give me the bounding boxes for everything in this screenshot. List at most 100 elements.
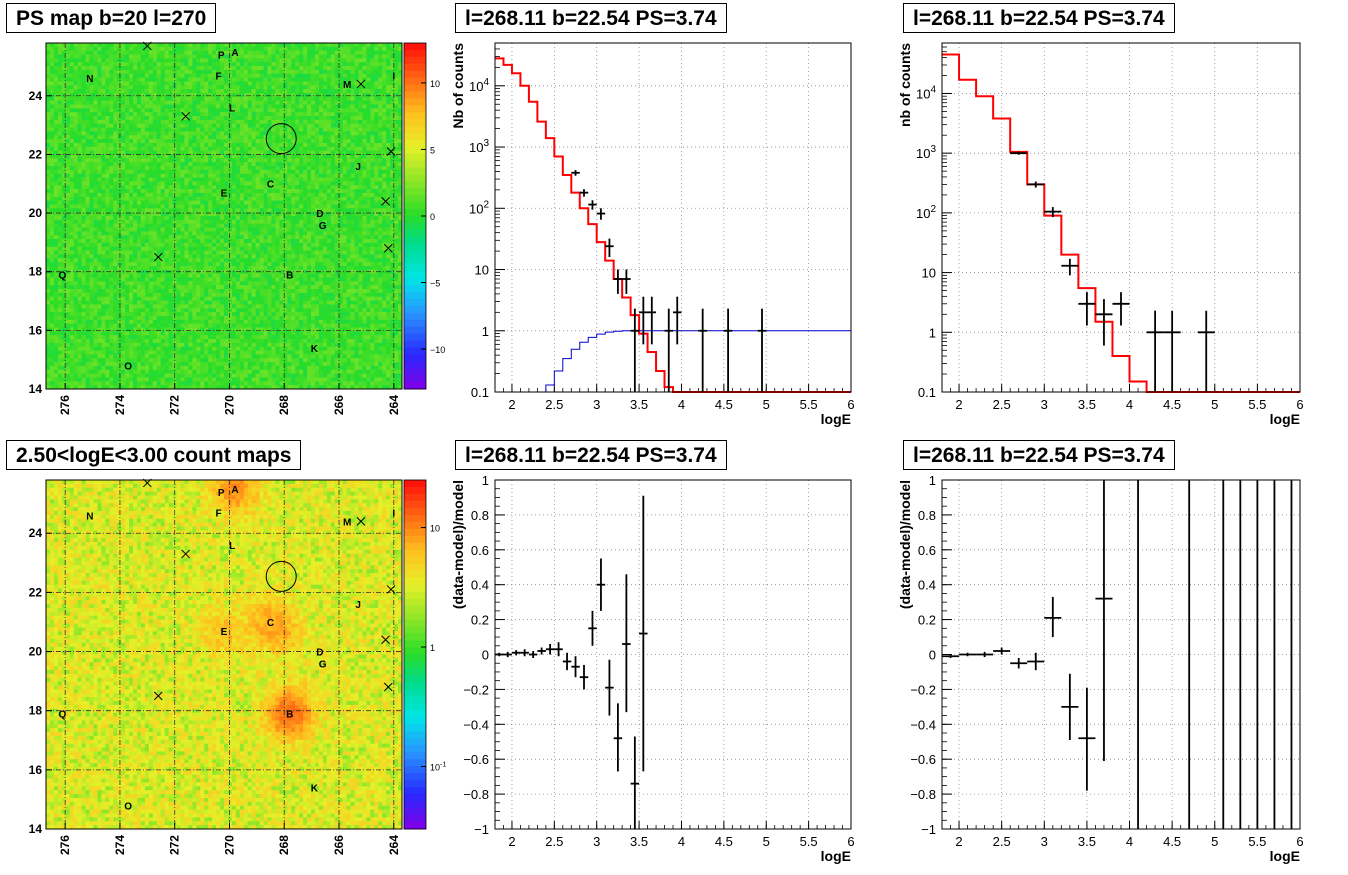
heat-cell [208,89,213,94]
heat-cell [386,50,391,55]
heat-cell [398,246,403,251]
heat-cell [342,123,348,128]
heat-cell [267,96,272,102]
heat-cell [105,200,110,205]
heat-cell [105,92,110,98]
heat-cell [57,166,63,171]
heat-cell [212,246,217,251]
heat-cell [57,127,63,132]
heat-cell [77,127,82,132]
heat-cell [117,139,122,144]
heat-cell [93,58,98,63]
heat-cell [81,216,86,221]
heat-cell [69,216,75,221]
heat-cell [275,43,280,48]
heat-cell [113,58,118,63]
heat-cell [184,123,189,128]
heat-cell [180,212,185,217]
heat-cell [133,142,138,148]
heat-cell [125,131,130,136]
heat-cell [168,212,173,217]
heat-cell [362,169,367,175]
heat-cell [382,154,387,159]
heat-cell [81,66,86,71]
heat-cell [144,219,150,225]
heat-cell [299,200,304,205]
heat-cell [370,177,375,182]
heat-cell [180,62,185,67]
heat-cell [235,104,241,109]
heat-cell [398,46,403,52]
heat-cell [121,85,126,90]
heat-cell [362,135,367,140]
heat-cell [57,62,63,67]
heat-cell [46,239,51,244]
heat-cell [366,108,371,113]
heat-cell [291,246,296,251]
heat-cell [168,100,173,105]
heat-cell [346,196,351,202]
heat-cell [243,135,249,140]
heat-cell [322,92,328,98]
heat-cell [338,142,344,148]
heat-cell [350,43,355,48]
heat-cell [263,46,268,52]
heat-cell [49,212,55,217]
heat-cell [394,127,399,132]
heat-cell [358,66,363,71]
heat-cell [129,85,134,90]
heat-cell [303,158,308,163]
heat-cell [97,242,102,248]
heat-cell [394,92,399,98]
heat-cell [259,108,264,113]
heat-cell [259,242,264,248]
heat-cell [49,100,55,105]
heat-cell [231,73,237,78]
heat-cell [358,246,363,251]
heat-cell [144,66,150,71]
heat-cell [239,89,245,94]
heat-cell [366,235,371,240]
heat-cell [303,96,308,102]
heat-cell [164,96,170,102]
heat-cell [255,139,260,144]
heat-cell [378,177,383,182]
heat-cell [224,131,229,136]
heat-cell [160,81,166,86]
heat-cell [358,77,363,82]
heat-cell [192,150,197,155]
heat-cell [156,166,162,171]
heat-cell [334,231,340,236]
heat-cell [117,192,122,198]
heat-cell [196,50,201,55]
heat-cell [188,189,193,194]
heat-cell [69,108,75,113]
heat-cell [160,200,166,205]
heat-cell [358,208,363,213]
heat-cell [200,208,205,213]
heat-cell [125,212,130,217]
heat-cell [77,112,82,117]
heat-cell [176,242,181,248]
heat-cell [152,192,158,198]
heat-cell [239,219,245,225]
heat-cell [370,92,375,98]
heat-cell [140,100,146,105]
heat-cell [235,112,241,117]
heat-cell [73,158,79,163]
heat-cell [334,108,340,113]
heat-cell [49,250,55,255]
heat-cell [49,242,55,248]
heat-cell [291,100,296,105]
heat-cell [73,169,79,175]
heat-cell [69,50,75,55]
heat-cell [129,254,134,259]
heat-cell [89,250,94,255]
heat-cell [46,223,51,228]
heat-cell [307,46,312,52]
heat-cell [378,227,383,232]
heat-cell [81,58,86,63]
heat-cell [235,223,241,228]
heat-cell [279,227,284,232]
heat-cell [271,177,276,182]
